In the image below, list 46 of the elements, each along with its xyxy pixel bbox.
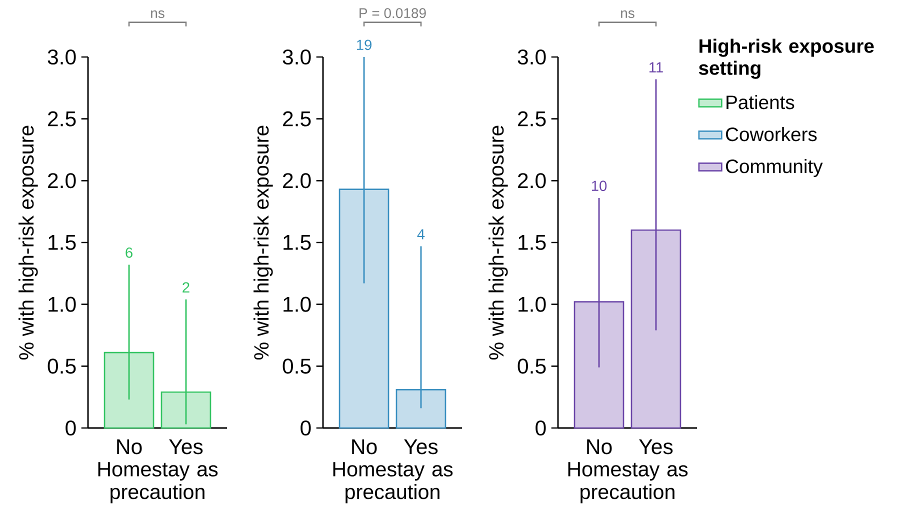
x-tick-label: No <box>117 439 142 454</box>
legend-label: Community <box>726 158 823 178</box>
y-tick-label: 0 <box>300 420 311 436</box>
y-tick-label: 1.0 <box>284 296 311 312</box>
y-axis-title: % with high-risk exposure <box>488 126 508 360</box>
y-tick-label: 0 <box>536 420 546 436</box>
x-tick-label: Yes <box>404 439 438 454</box>
y-axis-title: % with high-risk exposure <box>18 126 38 360</box>
y-tick-label: 1.5 <box>284 235 311 250</box>
x-tick-label: Yes <box>639 439 673 454</box>
y-tick-label: 0.5 <box>48 358 76 374</box>
annotation: 19 <box>356 40 372 50</box>
annotation: 4 <box>417 229 425 240</box>
y-tick-label: 2.0 <box>283 173 311 188</box>
y-tick-label: 0.5 <box>282 358 311 374</box>
y-tick-label: 2.0 <box>48 173 76 188</box>
legend-title: High-risk exposure setting <box>698 38 874 79</box>
x-axis-title: Homestay as precaution <box>333 462 453 504</box>
y-tick-label: 0.5 <box>518 358 546 374</box>
y-tick-label: 3.0 <box>518 49 546 65</box>
y-tick-label: 0 <box>66 420 76 436</box>
text: P = 0.0189 <box>360 8 426 18</box>
legend-label: Patients <box>726 94 794 110</box>
y-tick-label: 3.0 <box>48 49 76 65</box>
y-tick-label: 1.0 <box>48 296 76 312</box>
y-tick-label: 1.0 <box>518 296 546 312</box>
text: ns <box>621 10 634 18</box>
y-axis-title: % with high-risk exposure <box>254 126 273 360</box>
y-tick-label: 2.5 <box>518 111 546 126</box>
y-tick-label: 2.5 <box>283 111 311 126</box>
annotation: 6 <box>126 247 132 258</box>
y-tick-label: 1.5 <box>518 235 546 250</box>
annotation: 10 <box>592 180 607 192</box>
y-tick-label: 3.0 <box>282 49 311 65</box>
x-axis-title: Homestay as precaution <box>568 462 688 504</box>
legend-label: Coworkers <box>726 126 817 142</box>
x-tick-label: No <box>587 439 612 454</box>
y-tick-label: 2.5 <box>48 111 76 126</box>
x-tick-label: Yes <box>169 439 203 454</box>
text: ns <box>151 10 164 18</box>
annotation: 11 <box>649 62 663 72</box>
y-tick-label: 2.0 <box>518 173 546 188</box>
annotation: 2 <box>182 282 190 292</box>
x-axis-title: Homestay as precaution <box>98 462 218 504</box>
y-tick-label: 1.5 <box>48 235 76 250</box>
x-tick-label: No <box>352 439 377 454</box>
